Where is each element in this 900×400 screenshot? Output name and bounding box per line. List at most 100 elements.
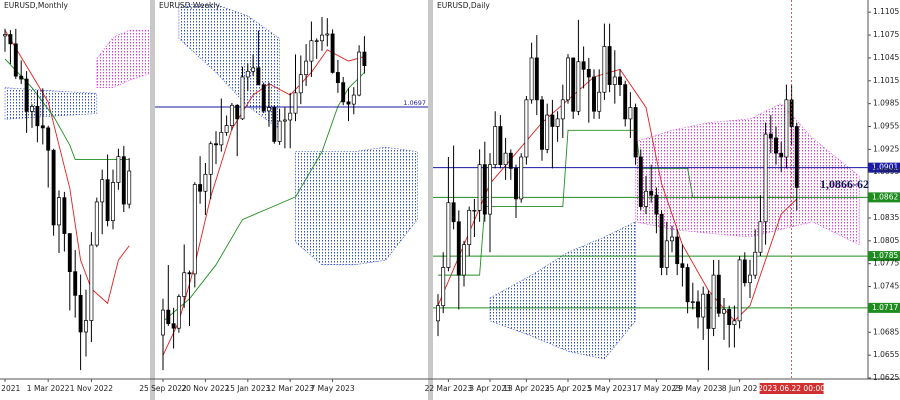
level-price-tag <box>868 192 900 203</box>
ichimoku-cloud <box>96 29 150 88</box>
candle-body <box>732 320 737 326</box>
level-annotation: 1,0866-62 <box>820 177 869 191</box>
candle-body <box>602 46 607 93</box>
price-tick-label: 1.0925 <box>873 144 899 153</box>
candle-body <box>566 57 570 101</box>
level-price-label: 1.0901 <box>872 163 898 172</box>
candle-body <box>737 259 742 322</box>
time-tick-label: 12 Mar 2023 <box>266 384 314 393</box>
candle-body <box>545 114 550 150</box>
candle-body <box>488 164 492 215</box>
candle-body <box>763 133 768 223</box>
candle-body <box>581 61 586 70</box>
chart-title: EURUSD,Daily <box>437 1 490 10</box>
candle-body <box>19 75 24 80</box>
candle-body <box>24 78 29 112</box>
indicator-line <box>4 29 130 305</box>
candle-body <box>245 70 250 78</box>
chart-panel <box>155 4 428 371</box>
price-tick-label: 1.0805 <box>873 236 899 245</box>
time-tick-label: 7 May 2023 <box>311 384 355 393</box>
candle-body <box>649 190 654 196</box>
level-price-label: 1.0717 <box>872 303 898 312</box>
candle-body <box>690 301 695 303</box>
candle-body <box>13 43 18 77</box>
candle-body <box>519 156 524 200</box>
candle-body <box>493 126 498 165</box>
candle-body <box>341 82 346 103</box>
candle-body <box>586 69 591 78</box>
candle-body <box>166 309 171 325</box>
candle-body <box>214 143 218 146</box>
candle-body <box>40 125 45 129</box>
candle-body <box>446 202 451 268</box>
candle-body <box>659 213 664 268</box>
candle-body <box>633 107 638 158</box>
price-tick-label: 1.0745 <box>873 282 899 291</box>
candle-body <box>618 76 622 85</box>
candle-body <box>644 190 648 207</box>
candle-body <box>111 182 115 221</box>
price-tick-label: 1.1045 <box>873 53 899 62</box>
candle-body <box>346 101 351 105</box>
price-tick-label: 1.0985 <box>873 99 899 108</box>
time-tick-label: 22 Mar 2023 <box>425 384 473 393</box>
candle-body <box>298 74 303 94</box>
candle-body <box>685 267 690 303</box>
candle-body <box>73 271 78 296</box>
time-tick-label: Jul 2021 <box>0 384 20 393</box>
price-tick-label: 1.1105 <box>873 7 899 16</box>
candle-body <box>8 34 13 45</box>
candle-body <box>203 173 208 192</box>
candle-body <box>182 272 187 297</box>
candle-body <box>670 236 674 242</box>
chart-title: EURUSD,Monthly <box>4 1 68 10</box>
candle-body <box>768 133 773 139</box>
candle-body <box>612 76 617 85</box>
candle-body <box>57 197 61 226</box>
price-tick-label: 1.0835 <box>873 213 899 222</box>
candle-body <box>555 118 560 127</box>
candle-body <box>774 137 778 154</box>
candle-body <box>623 84 628 120</box>
candle-body <box>362 51 367 66</box>
candle-body <box>571 57 576 112</box>
time-tick-label: 20 Nov 2022 <box>181 384 229 393</box>
chart-panel <box>433 19 868 371</box>
time-tick-label: 15 Jan 2023 <box>225 384 270 393</box>
candle-body <box>711 274 716 329</box>
candle-body <box>696 301 700 318</box>
candle-body <box>176 296 181 329</box>
price-tick-label: 1.1075 <box>873 30 899 39</box>
candle-body <box>727 309 732 326</box>
candle-body <box>277 120 282 142</box>
candle-body <box>357 51 362 96</box>
candle-body <box>498 126 503 165</box>
candle-body <box>534 57 539 101</box>
candle-body <box>514 168 518 200</box>
candle-body <box>592 76 596 112</box>
candle-body <box>224 125 229 133</box>
chart-panel <box>3 28 150 371</box>
candle-body <box>753 251 758 276</box>
candle-body <box>293 92 298 114</box>
candle-body <box>282 119 287 122</box>
level-price-label: 1.0862 <box>872 192 898 201</box>
level-price-label: 1.0697 <box>403 99 426 107</box>
candle-body <box>680 263 685 268</box>
candle-body <box>171 323 176 329</box>
price-tick-label: 1.0895 <box>873 167 899 176</box>
candle-body <box>441 267 446 306</box>
chart-title: EURUSD,Weekly <box>159 1 220 10</box>
price-tick-label: 1.0955 <box>873 122 899 131</box>
indicator-line <box>438 129 797 276</box>
candle-body <box>508 152 513 169</box>
price-tick-label: 1.0775 <box>873 259 899 268</box>
candle-body <box>654 194 659 215</box>
candle-body <box>3 34 7 37</box>
candle-body <box>597 91 602 112</box>
candle-body <box>456 221 461 276</box>
candle-body <box>116 156 121 183</box>
candle-body <box>748 274 752 284</box>
candle-body <box>503 152 508 165</box>
